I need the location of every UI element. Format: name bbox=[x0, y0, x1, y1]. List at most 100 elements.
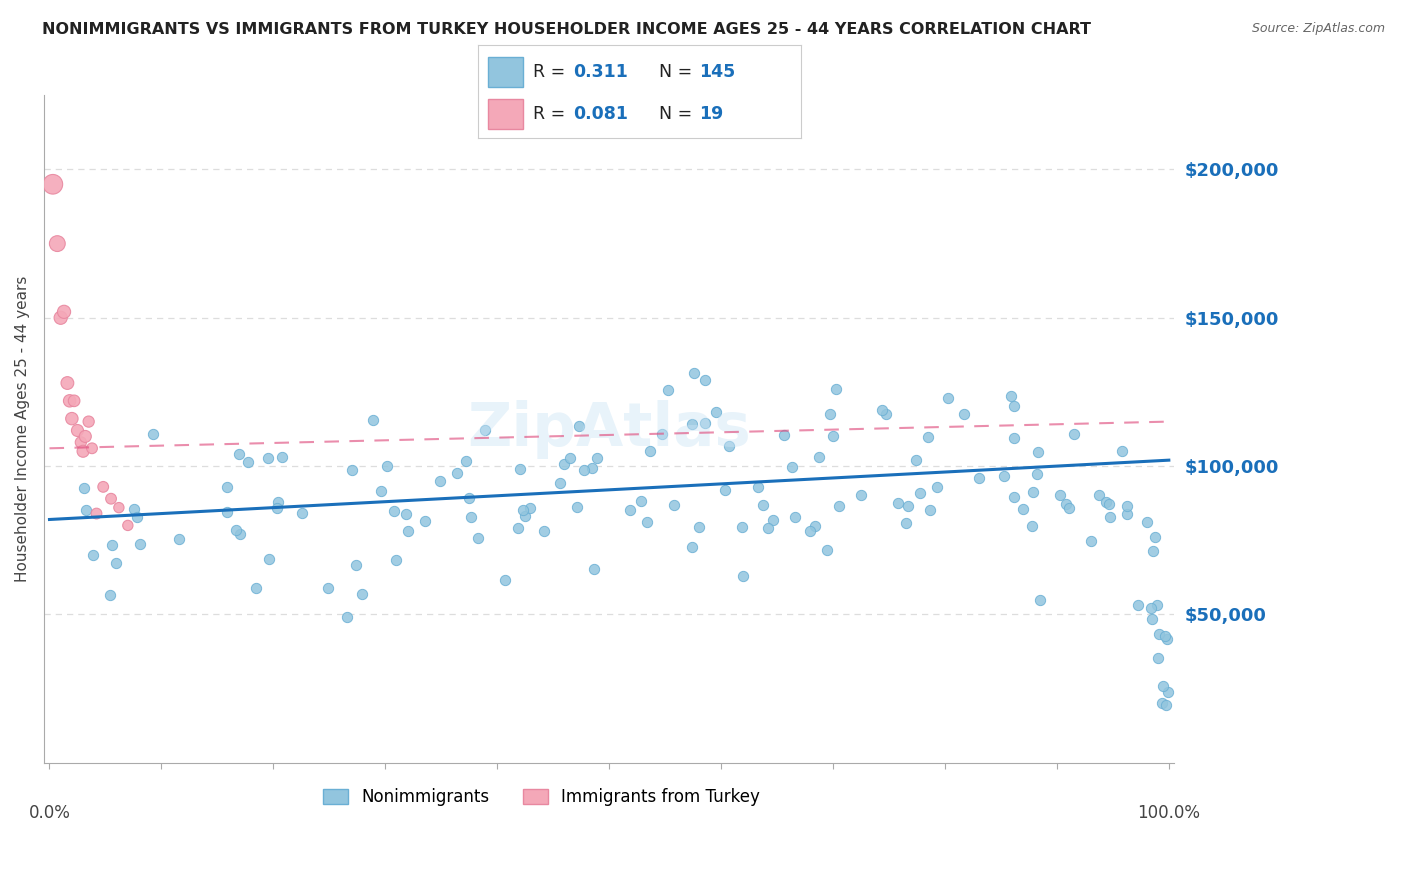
Point bbox=[77, 415, 100, 429]
Point bbox=[1095, 495, 1118, 509]
Point bbox=[1147, 627, 1170, 641]
Point bbox=[1116, 499, 1139, 513]
Point bbox=[446, 466, 468, 480]
Point bbox=[1152, 679, 1174, 693]
Point bbox=[75, 429, 97, 443]
Point bbox=[1142, 544, 1164, 558]
Point bbox=[80, 442, 103, 456]
Point bbox=[53, 305, 76, 319]
Point bbox=[228, 447, 250, 461]
Point bbox=[1157, 684, 1180, 698]
Point bbox=[553, 457, 575, 471]
Point bbox=[494, 573, 516, 587]
Point bbox=[875, 407, 897, 421]
Point bbox=[271, 450, 294, 465]
Point bbox=[1116, 507, 1139, 521]
Point bbox=[429, 474, 451, 488]
Point bbox=[257, 451, 280, 466]
Point bbox=[682, 366, 704, 380]
Point bbox=[693, 416, 716, 430]
Point bbox=[512, 502, 534, 516]
Text: Source: ZipAtlas.com: Source: ZipAtlas.com bbox=[1251, 22, 1385, 36]
Point bbox=[82, 548, 104, 562]
Point bbox=[783, 510, 806, 524]
Point bbox=[936, 392, 959, 406]
Point bbox=[72, 444, 94, 458]
Point bbox=[1146, 650, 1168, 665]
Point bbox=[1154, 698, 1177, 713]
Point bbox=[747, 481, 769, 495]
Point bbox=[66, 424, 89, 438]
Point bbox=[1063, 427, 1085, 442]
Point bbox=[731, 519, 754, 533]
Point bbox=[291, 506, 314, 520]
Point bbox=[1088, 488, 1111, 502]
Point bbox=[583, 562, 606, 576]
Point bbox=[636, 515, 658, 529]
Point bbox=[572, 463, 595, 477]
Point bbox=[908, 486, 931, 500]
Point bbox=[1029, 593, 1052, 607]
Point bbox=[49, 310, 72, 325]
Text: NONIMMIGRANTS VS IMMIGRANTS FROM TURKEY HOUSEHOLDER INCOME AGES 25 - 44 YEARS CO: NONIMMIGRANTS VS IMMIGRANTS FROM TURKEY … bbox=[42, 22, 1091, 37]
Point bbox=[519, 500, 541, 515]
Point bbox=[316, 581, 339, 595]
Point bbox=[60, 411, 83, 425]
Point bbox=[167, 533, 190, 547]
Point bbox=[117, 518, 139, 533]
Point bbox=[533, 524, 555, 539]
Point bbox=[42, 178, 65, 192]
Point bbox=[75, 503, 97, 517]
Point bbox=[100, 491, 122, 506]
Point bbox=[718, 439, 741, 453]
Point bbox=[1144, 531, 1167, 545]
Point bbox=[217, 480, 239, 494]
Point bbox=[756, 521, 779, 535]
Point bbox=[375, 459, 398, 474]
Point bbox=[761, 513, 783, 527]
Point bbox=[101, 537, 124, 551]
Point bbox=[515, 509, 537, 524]
Point bbox=[344, 558, 367, 572]
Point bbox=[773, 427, 796, 442]
Text: 19: 19 bbox=[700, 105, 724, 123]
Point bbox=[385, 553, 408, 567]
Point bbox=[825, 382, 848, 396]
Point bbox=[382, 504, 405, 518]
Point bbox=[225, 523, 247, 537]
Legend: Nonimmigrants, Immigrants from Turkey: Nonimmigrants, Immigrants from Turkey bbox=[315, 780, 768, 814]
Point bbox=[688, 520, 710, 534]
Point bbox=[124, 502, 146, 516]
Point bbox=[752, 499, 775, 513]
Text: ZipAtlas: ZipAtlas bbox=[467, 400, 751, 458]
Point bbox=[98, 588, 121, 602]
Point bbox=[73, 481, 96, 495]
Point bbox=[681, 417, 703, 431]
Point bbox=[993, 468, 1015, 483]
Point bbox=[619, 502, 641, 516]
Point bbox=[568, 418, 591, 433]
Point bbox=[266, 501, 288, 516]
Point bbox=[215, 505, 238, 519]
Point bbox=[363, 413, 385, 427]
Point bbox=[681, 540, 703, 554]
Point bbox=[823, 428, 845, 442]
Point bbox=[396, 524, 419, 538]
Point bbox=[336, 610, 359, 624]
Point bbox=[560, 450, 582, 465]
Point bbox=[69, 435, 91, 450]
Point bbox=[1080, 533, 1102, 548]
Point bbox=[815, 542, 838, 557]
Point bbox=[1000, 389, 1022, 403]
Point bbox=[86, 507, 108, 521]
Point bbox=[458, 491, 481, 505]
Point bbox=[1059, 501, 1081, 516]
Text: R =: R = bbox=[533, 105, 565, 123]
Point bbox=[1146, 598, 1168, 612]
Point bbox=[567, 500, 589, 514]
Point bbox=[780, 460, 803, 475]
Point bbox=[550, 475, 572, 490]
Point bbox=[395, 508, 418, 522]
Point bbox=[733, 568, 755, 582]
Point bbox=[897, 499, 920, 513]
